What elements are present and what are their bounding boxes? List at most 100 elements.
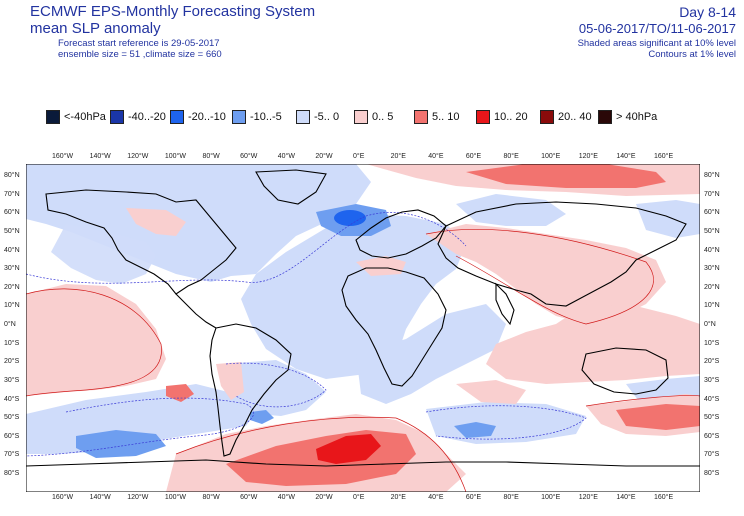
latitude-tick-right: 40°S — [704, 395, 720, 403]
india-outline — [495, 282, 515, 326]
contours-red — [26, 229, 700, 492]
longitude-tick: 20°E — [390, 494, 406, 501]
longitude-tick: 0°E — [353, 153, 365, 160]
latitude-tick-right: 80°S — [704, 470, 720, 477]
south-east-pacific-red — [26, 284, 166, 396]
latitude-tick-left: 20°S — [4, 358, 20, 366]
coastlines — [26, 169, 700, 467]
longitude-tick: 80°E — [503, 494, 519, 501]
longitude-tick: 60°E — [465, 494, 482, 501]
south-atlantic-blue — [226, 360, 326, 416]
legend-item: -20..-10 — [170, 108, 226, 126]
legend-label: -5.. 0 — [314, 111, 340, 123]
latitude-tick-left: 20°N — [4, 283, 20, 291]
east-asia-blue — [456, 194, 566, 226]
antarctica-outline — [26, 459, 700, 467]
greenland-outline — [255, 169, 327, 205]
longitude-tick: 100°W — [164, 494, 186, 501]
longitude-tick: 160°W — [52, 153, 74, 160]
title-line-2: mean SLP anomaly — [30, 20, 161, 37]
latitude-tick-left: 50°N — [4, 227, 20, 235]
longitude-tick: 20°E — [390, 153, 406, 160]
longitude-tick: 40°E — [428, 494, 444, 501]
mediterranean-red — [356, 256, 406, 276]
longitude-tick: 120°E — [578, 494, 598, 501]
longitude-tick: 40°W — [277, 153, 295, 160]
latitude-tick-right: 50°N — [704, 227, 720, 235]
pacific-asia-red — [486, 304, 700, 384]
longitude-tick: 140°E — [616, 153, 636, 160]
latitude-tick-right: 10°S — [704, 339, 720, 347]
legend-item: -10..-5 — [232, 108, 282, 126]
longitude-tick: 140°W — [89, 494, 111, 501]
longitude-tick: 160°E — [654, 153, 674, 160]
latitude-tick-left: 40°N — [4, 246, 20, 254]
longitude-tick: 160°E — [654, 494, 674, 501]
latitude-tick-left: 80°S — [4, 470, 20, 477]
north-atlantic-low-core — [334, 210, 366, 226]
latitude-tick-right: 50°S — [704, 414, 720, 422]
longitude-tick: 140°E — [616, 494, 636, 501]
legend-swatch — [296, 110, 310, 124]
longitude-tick: 40°E — [428, 153, 444, 160]
anomaly-medium-blue-regions — [76, 204, 496, 458]
longitude-tick: 100°E — [541, 494, 561, 501]
legend-item: 10.. 20 — [476, 108, 528, 126]
longitude-tick: 160°W — [52, 494, 74, 501]
forecast-dates: 05-06-2017/TO/11-06-2017 — [578, 21, 736, 36]
ensemble-info: ensemble size = 51 ,climate size = 660 — [58, 49, 222, 60]
longitude-tick: 0°E — [353, 494, 365, 501]
legend-label: 20.. 40 — [558, 111, 592, 123]
longitude-tick: 20°W — [315, 494, 333, 501]
longitude-tick: 120°W — [127, 494, 149, 501]
legend-label: -20..-10 — [188, 111, 226, 123]
latitude-tick-right: 70°N — [704, 190, 720, 198]
forecast-reference: Forecast start reference is 29-05-2017 — [58, 38, 220, 49]
australia-outline — [581, 347, 669, 395]
latitude-tick-left: 10°N — [4, 302, 20, 310]
longitude-tick: 60°W — [240, 153, 258, 160]
latitude-tick-right: 30°S — [704, 376, 720, 384]
south-east-ridge — [616, 404, 700, 430]
central-america-outline — [175, 293, 217, 329]
south-atlantic-low — [250, 410, 274, 424]
asia-outline — [437, 201, 687, 307]
legend-label: <-40hPa — [64, 111, 106, 123]
latitude-tick-left: 60°N — [4, 209, 20, 217]
legend-item: 5.. 10 — [414, 108, 460, 126]
latitude-tick-left: 50°S — [4, 414, 20, 422]
south-indian-low — [454, 422, 496, 438]
slp-anomaly-map — [26, 164, 700, 492]
legend-item: <-40hPa — [46, 108, 106, 126]
south-pacific-low — [76, 430, 166, 458]
latitude-tick-right: 0°N — [704, 321, 716, 328]
europe-outline — [355, 209, 447, 259]
far-east-blue — [636, 200, 700, 238]
shaded-note: Shaded areas significant at 10% level — [577, 38, 736, 49]
latitude-tick-right: 20°S — [704, 358, 720, 366]
atlantic-europe-blue — [241, 214, 466, 379]
legend-item: 20.. 40 — [540, 108, 592, 126]
longitude-tick: 60°E — [465, 153, 482, 160]
longitude-tick: 80°W — [202, 494, 220, 501]
legend-swatch — [46, 110, 60, 124]
legend-label: -10..-5 — [250, 111, 282, 123]
legend-label: 5.. 10 — [432, 111, 460, 123]
latitude-tick-left: 60°S — [4, 432, 20, 440]
antarctic-high-core — [316, 434, 381, 464]
north-pacific-east-blue — [51, 224, 156, 284]
arctic-ridge — [466, 164, 666, 188]
south-america-red — [216, 362, 244, 400]
longitude-tick: 20°W — [315, 153, 333, 160]
legend-item: > 40hPa — [598, 108, 657, 126]
legend-swatch — [476, 110, 490, 124]
longitude-tick: 80°E — [503, 153, 519, 160]
africa-indian-blue — [356, 304, 506, 404]
legend-swatch — [232, 110, 246, 124]
legend-swatch — [598, 110, 612, 124]
south-pacific-high — [166, 384, 194, 402]
legend-swatch — [354, 110, 368, 124]
latitude-tick-left: 70°N — [4, 190, 20, 198]
latitude-tick-left: 0°N — [4, 321, 16, 328]
south-america-outline — [209, 323, 292, 457]
